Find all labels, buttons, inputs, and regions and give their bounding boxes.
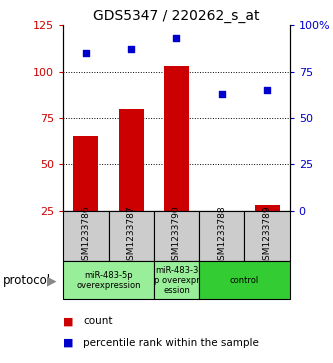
Bar bbox=[209, 211, 234, 253]
Text: percentile rank within the sample: percentile rank within the sample bbox=[83, 338, 259, 348]
Bar bbox=[199, 211, 244, 261]
Text: control: control bbox=[230, 276, 259, 285]
Text: GSM1233790: GSM1233790 bbox=[172, 205, 181, 266]
Point bbox=[129, 46, 134, 52]
Text: miR-483-3
p overexpr
ession: miR-483-3 p overexpr ession bbox=[154, 265, 199, 295]
Text: ■: ■ bbox=[63, 316, 74, 326]
Point bbox=[174, 36, 179, 41]
Text: GSM1233787: GSM1233787 bbox=[127, 205, 136, 266]
Bar bbox=[164, 66, 189, 211]
Bar bbox=[199, 261, 290, 299]
Point bbox=[83, 50, 89, 56]
Bar bbox=[63, 261, 154, 299]
Bar bbox=[74, 136, 98, 211]
Text: count: count bbox=[83, 316, 113, 326]
Point bbox=[264, 87, 270, 93]
Text: GSM1233788: GSM1233788 bbox=[217, 205, 226, 266]
Text: miR-483-5p
overexpression: miR-483-5p overexpression bbox=[76, 271, 141, 290]
Point bbox=[219, 91, 224, 97]
Text: GSM1233786: GSM1233786 bbox=[81, 205, 91, 266]
Bar bbox=[244, 211, 290, 261]
Bar bbox=[109, 211, 154, 261]
Bar bbox=[119, 109, 144, 211]
Text: ■: ■ bbox=[63, 338, 74, 348]
Bar bbox=[154, 211, 199, 261]
Text: protocol: protocol bbox=[3, 274, 52, 287]
Text: ▶: ▶ bbox=[47, 274, 56, 287]
Bar bbox=[63, 211, 109, 261]
Bar bbox=[255, 205, 279, 211]
Bar bbox=[154, 261, 199, 299]
Text: GSM1233789: GSM1233789 bbox=[262, 205, 272, 266]
Title: GDS5347 / 220262_s_at: GDS5347 / 220262_s_at bbox=[93, 9, 260, 23]
